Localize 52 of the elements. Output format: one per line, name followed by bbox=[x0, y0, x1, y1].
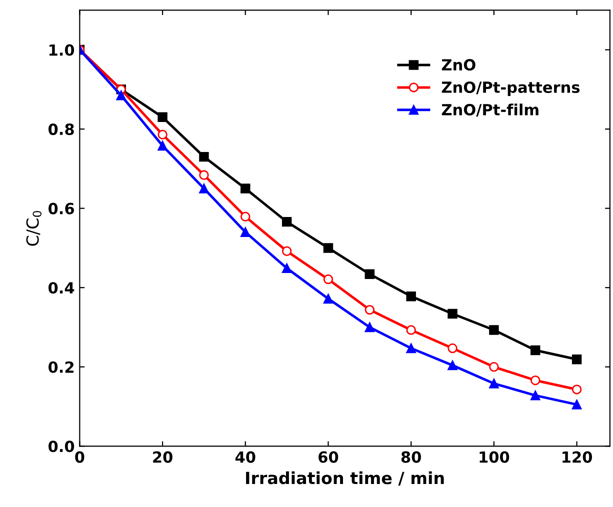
point bbox=[199, 152, 209, 162]
point bbox=[530, 390, 540, 400]
y-tick-label: 0.4 bbox=[48, 282, 74, 294]
x-tick-label: 120 bbox=[562, 451, 592, 463]
legend-label: ZnO/Pt-film bbox=[442, 104, 538, 117]
point bbox=[489, 378, 499, 388]
point bbox=[364, 304, 375, 315]
point bbox=[406, 325, 416, 335]
point bbox=[158, 130, 168, 140]
point bbox=[323, 294, 334, 304]
x-tick-label: 40 bbox=[235, 451, 256, 463]
point bbox=[489, 362, 499, 372]
point bbox=[448, 308, 458, 319]
point bbox=[406, 291, 416, 302]
point bbox=[158, 140, 168, 151]
point bbox=[199, 184, 209, 194]
point bbox=[116, 90, 126, 100]
point bbox=[282, 216, 292, 227]
point bbox=[448, 343, 458, 354]
legend-label: ZnO/Pt-patterns bbox=[442, 81, 580, 96]
point bbox=[240, 212, 250, 222]
point bbox=[364, 322, 375, 332]
point bbox=[240, 184, 250, 194]
point bbox=[323, 243, 334, 253]
point bbox=[572, 400, 582, 410]
point bbox=[323, 274, 334, 284]
point bbox=[282, 246, 292, 256]
y-tick-label: 0.8 bbox=[48, 124, 74, 136]
point bbox=[572, 354, 582, 364]
x-tick-label: 60 bbox=[318, 451, 338, 463]
y-tick-label: 1.0 bbox=[49, 44, 74, 56]
y-tick-label: 0.0 bbox=[48, 440, 74, 452]
point bbox=[240, 227, 250, 237]
y-axis-title: C/C$_{0}$ bbox=[26, 210, 42, 246]
y-tick-label: 0.2 bbox=[48, 361, 74, 373]
x-tick-label: 0 bbox=[75, 451, 84, 463]
point bbox=[530, 345, 540, 356]
point bbox=[489, 325, 499, 335]
point bbox=[282, 263, 292, 274]
point bbox=[199, 170, 209, 180]
point bbox=[572, 384, 582, 394]
point bbox=[158, 112, 168, 122]
point bbox=[448, 360, 458, 370]
x-axis-title: Irradiation time / min bbox=[246, 471, 444, 486]
y-tick-label: 0.6 bbox=[48, 202, 74, 214]
point bbox=[364, 269, 375, 279]
legend-label: ZnO bbox=[442, 59, 476, 71]
x-tick-label: 20 bbox=[153, 451, 172, 463]
point bbox=[406, 343, 416, 354]
x-tick-label: 100 bbox=[480, 451, 510, 463]
point bbox=[530, 376, 540, 386]
x-tick-label: 80 bbox=[401, 451, 421, 463]
